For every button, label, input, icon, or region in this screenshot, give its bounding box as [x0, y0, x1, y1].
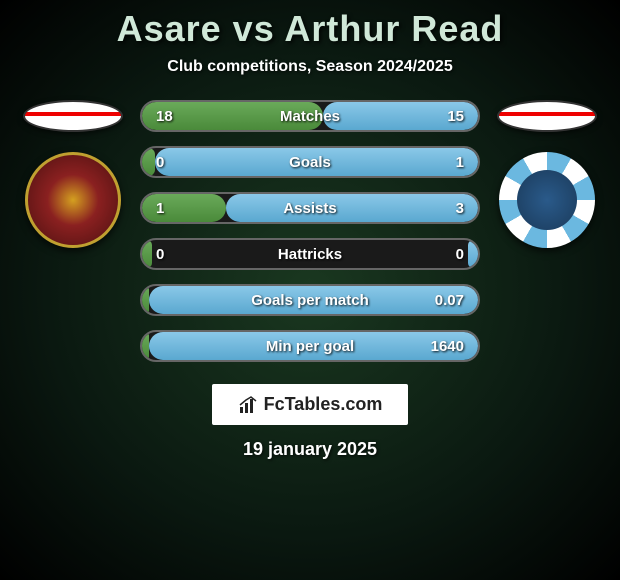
- stat-fill-right: [226, 194, 478, 222]
- stat-right-value: 1: [456, 154, 464, 171]
- stat-label: Goals per match: [251, 292, 369, 309]
- stat-label: Min per goal: [266, 338, 354, 355]
- stat-row: Min per goal 1640: [140, 330, 480, 362]
- stat-right-value: 15: [447, 108, 464, 125]
- brand-label: FcTables.com: [264, 394, 383, 415]
- stat-fill-left: [142, 332, 149, 360]
- stat-row: Goals per match 0.07: [140, 284, 480, 316]
- stat-fill-right: [468, 240, 478, 268]
- stat-label: Goals: [289, 154, 331, 171]
- page-title: Asare vs Arthur Read: [117, 8, 504, 50]
- stat-label: Hattricks: [278, 246, 342, 263]
- stat-fill-left: [142, 148, 155, 176]
- right-club-crest: [499, 152, 595, 248]
- stat-left-value: 1: [156, 200, 164, 217]
- stat-right-value: 0.07: [435, 292, 464, 309]
- stat-row: 1 Assists 3: [140, 192, 480, 224]
- page-subtitle: Club competitions, Season 2024/2025: [167, 58, 452, 76]
- stat-row: 18 Matches 15: [140, 100, 480, 132]
- stats-container: 18 Matches 15 0 Goals 1 1 Assists 3 0 Hattricks 0 Go…: [0, 100, 620, 362]
- stat-right-value: 0: [456, 246, 464, 263]
- chart-icon: [238, 395, 258, 415]
- right-player-col: [492, 100, 602, 248]
- stat-row: 0 Hattricks 0: [140, 238, 480, 270]
- stat-label: Matches: [280, 108, 340, 125]
- stat-row: 0 Goals 1: [140, 146, 480, 178]
- date-label: 19 january 2025: [243, 439, 377, 460]
- stat-left-value: 0: [156, 246, 164, 263]
- stat-left-value: 0: [156, 154, 164, 171]
- stat-left-value: 18: [156, 108, 173, 125]
- left-nationality-flag: [23, 100, 123, 132]
- right-nationality-flag: [497, 100, 597, 132]
- stat-fill-left: [142, 240, 152, 268]
- brand-badge: FcTables.com: [212, 384, 409, 425]
- stats-list: 18 Matches 15 0 Goals 1 1 Assists 3 0 Hattricks 0 Go…: [140, 100, 480, 362]
- stat-right-value: 3: [456, 200, 464, 217]
- stat-label: Assists: [283, 200, 336, 217]
- stat-right-value: 1640: [431, 338, 464, 355]
- stat-fill-left: [142, 286, 149, 314]
- left-club-crest: [25, 152, 121, 248]
- left-player-col: [18, 100, 128, 248]
- stat-fill-left: [142, 194, 226, 222]
